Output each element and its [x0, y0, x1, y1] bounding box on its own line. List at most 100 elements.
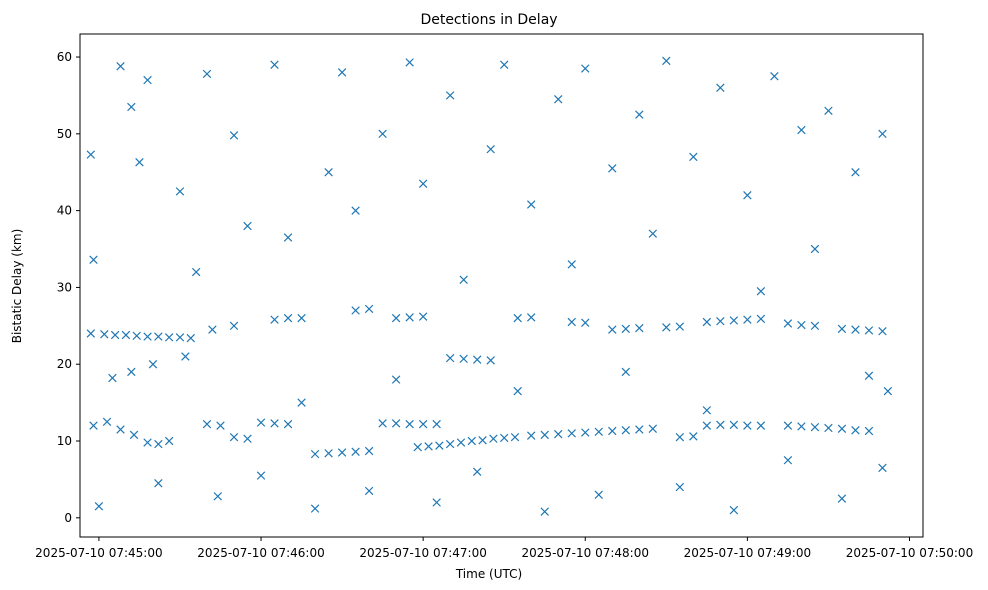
scatter-point — [540, 507, 549, 516]
scatter-point — [581, 64, 590, 73]
scatter-point — [445, 91, 455, 100]
y-ticks: 0 10 20 30 40 50 60 — [57, 50, 80, 525]
scatter-point — [635, 425, 644, 434]
scatter-point — [756, 421, 766, 430]
scatter-point — [270, 315, 279, 324]
scatter-point — [851, 325, 860, 334]
scatter-point — [432, 419, 441, 429]
points-layer — [86, 56, 893, 516]
scatter-point — [702, 317, 712, 327]
scatter-point — [810, 244, 820, 254]
scatter-point — [878, 463, 887, 473]
scatter-point — [459, 354, 468, 364]
scatter-point — [743, 315, 752, 324]
scatter-point — [351, 306, 360, 315]
x-tick-label: 2025-07-10 07:48:00 — [522, 546, 649, 560]
scatter-point — [351, 206, 360, 215]
scatter-point — [202, 419, 212, 429]
scatter-point — [729, 420, 739, 430]
scatter-point — [297, 398, 306, 407]
scatter-point — [743, 421, 752, 430]
scatter-point — [675, 482, 685, 492]
scatter-point — [351, 447, 360, 456]
scatter-point — [270, 419, 279, 428]
scatter-point — [526, 431, 536, 440]
scatter-point — [337, 448, 347, 457]
x-ticks: 2025-07-10 07:45:00 2025-07-10 07:46:00 20… — [35, 537, 973, 560]
scatter-point — [567, 260, 576, 269]
scatter-point — [270, 60, 279, 69]
scatter-point — [127, 367, 136, 377]
scatter-point — [608, 164, 617, 173]
scatter-point — [621, 426, 631, 435]
scatter-point — [675, 432, 685, 442]
scatter-point — [675, 322, 685, 331]
scatter-point — [405, 58, 414, 67]
scatter-point — [324, 168, 333, 177]
x-tick-label: 2025-07-10 07:50:00 — [846, 546, 973, 560]
scatter-point — [783, 319, 793, 328]
scatter-point — [540, 430, 549, 440]
scatter-point — [770, 72, 779, 81]
scatter-point — [100, 330, 109, 339]
scatter-point — [89, 255, 98, 264]
scatter-point — [459, 275, 468, 284]
scatter-point — [729, 316, 739, 325]
scatter-point — [486, 356, 495, 365]
scatter-point — [283, 233, 293, 242]
scatter-point — [143, 75, 152, 85]
scatter-point — [391, 419, 401, 428]
scatter-point — [472, 355, 482, 364]
scatter-point — [837, 494, 847, 503]
scatter-point — [102, 417, 112, 427]
scatter-point — [445, 439, 455, 449]
scatter-point — [851, 168, 860, 177]
scatter-point — [143, 332, 152, 341]
scatter-point — [797, 320, 806, 330]
x-tick-label: 2025-07-10 07:49:00 — [684, 546, 811, 560]
scatter-point — [472, 467, 482, 476]
scatter-point — [243, 434, 252, 443]
scatter-point — [526, 313, 536, 322]
scatter-point — [702, 421, 712, 430]
scatter-point — [567, 429, 576, 438]
scatter-point — [878, 326, 887, 336]
scatter-point — [581, 318, 590, 327]
scatter-point — [635, 110, 644, 119]
scatter-point — [554, 95, 563, 104]
scatter-point — [648, 229, 658, 238]
scatter-point — [229, 321, 239, 331]
scatter-point — [797, 125, 806, 135]
scatter-point — [851, 426, 860, 435]
scatter-point — [513, 313, 522, 323]
scatter-point — [127, 102, 136, 112]
scatter-point — [391, 313, 401, 323]
scatter-point — [89, 421, 98, 430]
scatter-point — [499, 433, 509, 443]
scatter-point — [702, 406, 712, 415]
scatter-point — [716, 83, 725, 92]
x-tick-label: 2025-07-10 07:45:00 — [35, 546, 162, 560]
x-tick-label: 2025-07-10 07:47:00 — [359, 546, 486, 560]
scatter-point — [256, 471, 266, 480]
scatter-point — [797, 422, 806, 431]
scatter-point — [864, 326, 874, 335]
scatter-point — [689, 152, 698, 162]
scatter-point — [202, 69, 212, 79]
scatter-point — [148, 359, 158, 369]
scatter-point — [499, 60, 509, 69]
scatter-point — [164, 333, 174, 342]
scatter-point — [213, 492, 223, 501]
scatter-point — [283, 313, 293, 323]
scatter-point — [364, 446, 374, 456]
scatter-point — [432, 498, 441, 507]
y-tick-label: 50 — [57, 127, 72, 141]
scatter-point — [208, 325, 217, 334]
scatter-point — [110, 330, 120, 340]
scatter-point — [783, 455, 793, 465]
scatter-point — [837, 324, 847, 334]
scatter-point — [175, 187, 185, 196]
y-axis-label: Bistatic Delay (km) — [10, 229, 24, 344]
y-tick-label: 30 — [57, 280, 72, 294]
scatter-point — [116, 425, 125, 434]
